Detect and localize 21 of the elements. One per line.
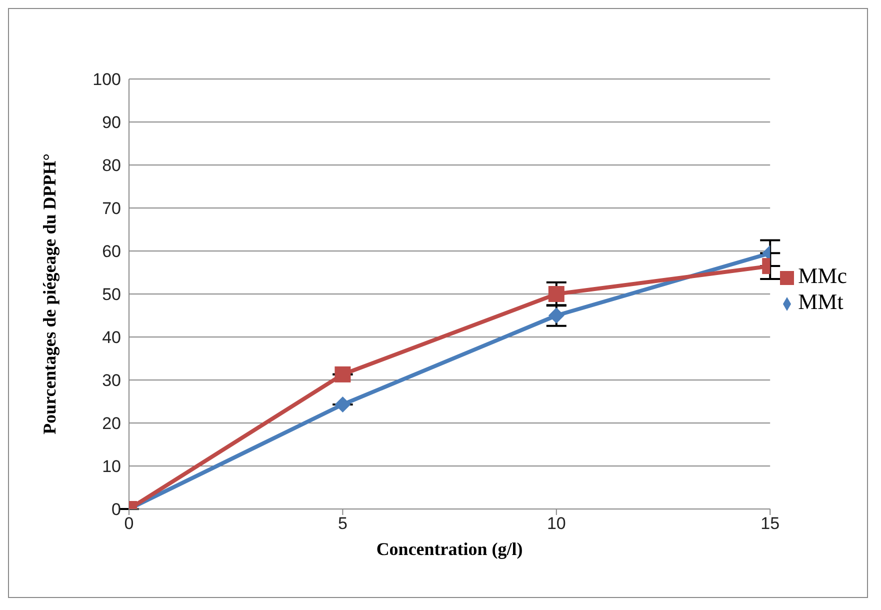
y-tick-label: 40 <box>102 328 121 348</box>
x-axis-title: Concentration (g/l) <box>376 539 523 559</box>
y-tick-label: 20 <box>102 414 121 434</box>
x-tick-label: 5 <box>338 514 348 534</box>
y-tick-label: 30 <box>102 371 121 390</box>
y-tick-label: 50 <box>102 285 121 304</box>
y-tick-label: 70 <box>102 199 121 218</box>
y-tick-label: 80 <box>102 156 121 176</box>
y-tick-label: 100 <box>92 70 121 90</box>
legend-label: MMc <box>798 263 847 288</box>
y-tick-label: 90 <box>102 113 121 132</box>
y-tick-label: 10 <box>102 457 121 476</box>
x-tick-label: 10 <box>546 514 566 534</box>
point <box>334 396 351 413</box>
y-tick-label: 60 <box>102 242 121 262</box>
x-tick-label: 15 <box>760 514 780 534</box>
x-tick-label: 0 <box>124 514 134 534</box>
legend-label: MMt <box>798 289 844 314</box>
y-axis-title: Pourcentages de piégeage du DPPH° <box>39 154 60 434</box>
point <box>334 366 351 382</box>
y-tick-label: 0 <box>112 500 121 520</box>
